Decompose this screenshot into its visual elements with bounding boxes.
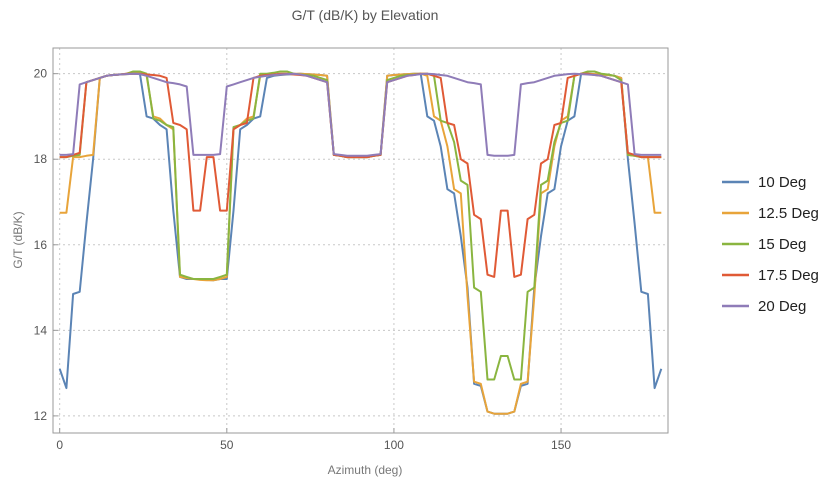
y-tick-label: 20 [34, 67, 48, 81]
x-tick-label: 100 [384, 438, 404, 452]
legend-label: 12.5 Deg [758, 205, 819, 222]
y-tick-label: 12 [34, 409, 48, 423]
series-line-0 [60, 74, 662, 414]
x-tick-label: 150 [551, 438, 571, 452]
series-line-1 [60, 74, 662, 414]
x-tick-label: 0 [56, 438, 63, 452]
legend: 10 Deg 12.5 Deg 15 Deg 17.5 Deg 20 Deg [722, 174, 819, 315]
legend-label: 20 Deg [758, 298, 806, 315]
y-axis-title: G/T (dB/K) [11, 211, 25, 268]
y-tick-label: 14 [34, 323, 48, 337]
series-line-4 [60, 74, 662, 156]
x-axis-title: Azimuth (deg) [328, 463, 403, 477]
x-tick-label: 50 [220, 438, 234, 452]
legend-label: 15 Deg [758, 236, 806, 253]
chart-title: G/T (dB/K) by Elevation [292, 7, 439, 23]
axis-ticks: 0 50 100 150 12 14 16 18 20 [34, 67, 572, 452]
y-tick-label: 18 [34, 152, 48, 166]
y-tick-label: 16 [34, 238, 48, 252]
series-lines [60, 72, 662, 414]
legend-label: 17.5 Deg [758, 267, 819, 284]
legend-label: 10 Deg [758, 174, 806, 191]
